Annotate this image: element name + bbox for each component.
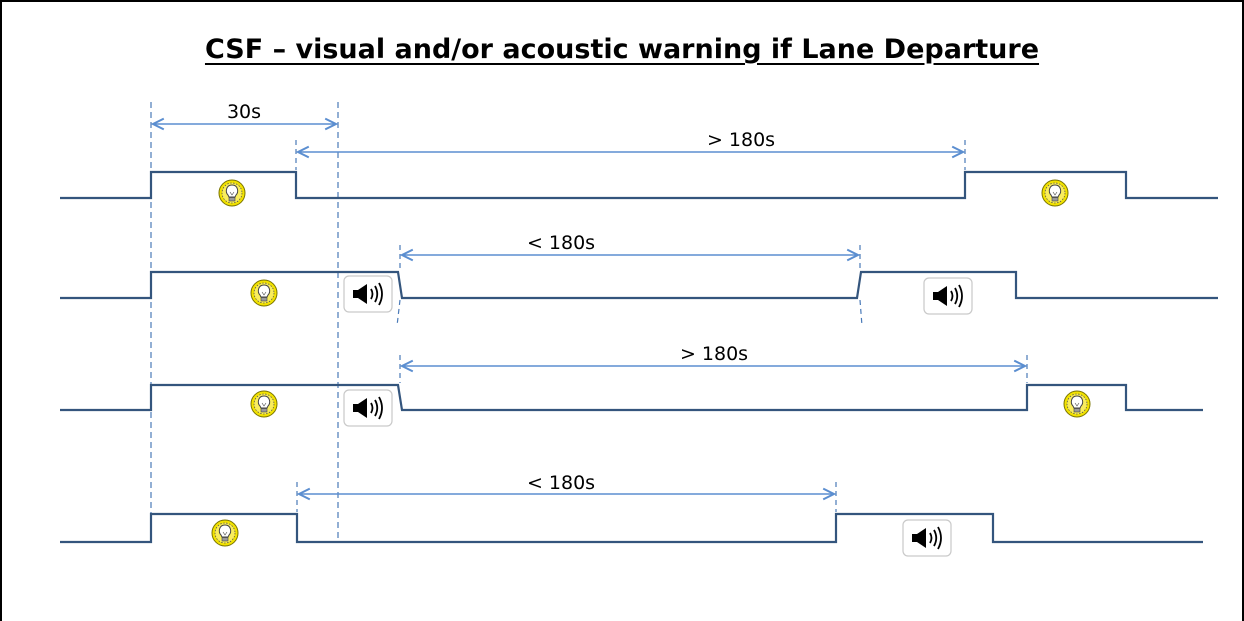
label-row1-gap: > 180s	[707, 129, 775, 151]
signal-row-3	[60, 383, 1203, 412]
lightbulb-icon	[218, 179, 246, 207]
speaker-icon	[343, 275, 393, 313]
speaker-icon	[923, 277, 973, 315]
signal-row-2	[60, 270, 1218, 300]
lightbulb-icon	[250, 390, 278, 418]
signal-row-4	[60, 512, 1203, 544]
ref-tick-row2-restart-low	[859, 299, 863, 327]
signal-row-1	[60, 170, 1218, 200]
page-title: CSF – visual and/or acoustic warning if …	[204, 34, 1040, 65]
label-30s: 30s	[227, 101, 261, 123]
ref-tick-row2-end-low	[396, 299, 401, 327]
lightbulb-icon	[211, 519, 239, 547]
label-row3-gap: > 180s	[680, 343, 748, 365]
lightbulb-icon	[250, 279, 278, 307]
label-row2-gap: < 180s	[527, 232, 595, 254]
speaker-icon	[343, 389, 393, 427]
label-row4-gap: < 180s	[527, 472, 595, 494]
speaker-icon	[902, 519, 952, 557]
lightbulb-icon	[1063, 390, 1091, 418]
lightbulb-icon	[1041, 179, 1069, 207]
